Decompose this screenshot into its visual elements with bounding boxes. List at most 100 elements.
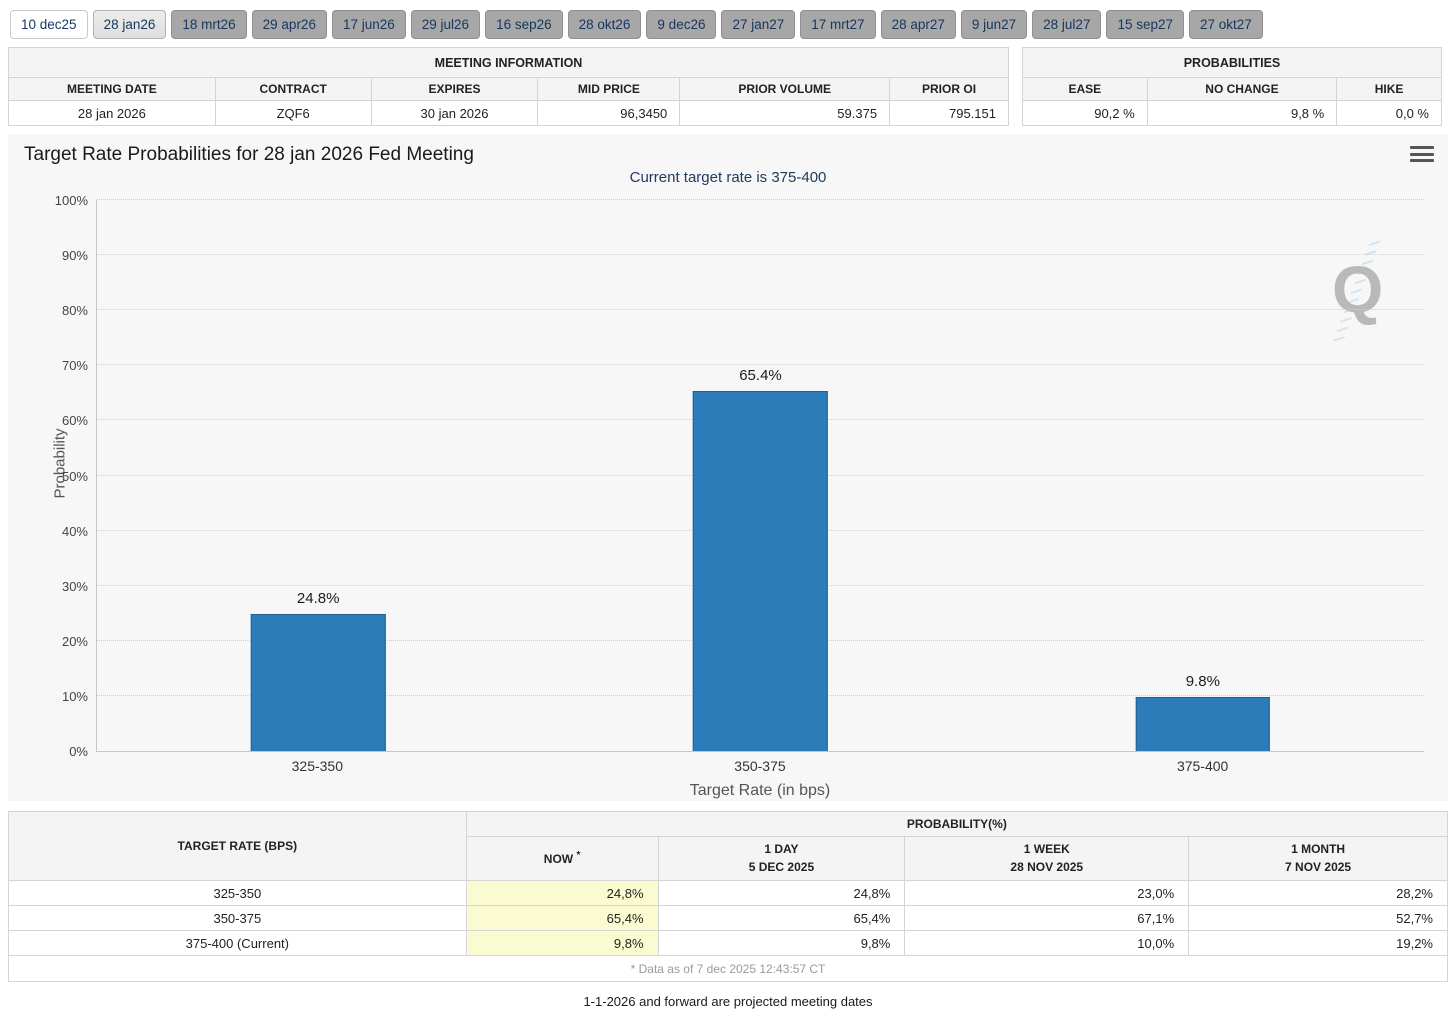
col-now: NOW * — [465, 836, 659, 881]
week-325-350: 23,0% — [904, 880, 1190, 906]
table-row: 325-350 24,8% 24,8% 23,0% 28,2% — [8, 880, 1448, 906]
col-meeting-date: MEETING DATE — [8, 77, 216, 101]
day-375-400: 9,8% — [657, 930, 906, 956]
meeting-date-value: 28 jan 2026 — [8, 100, 216, 126]
tab-15-sep27[interactable]: 15 sep27 — [1106, 10, 1185, 39]
tab-28-okt26[interactable]: 28 okt26 — [567, 10, 642, 39]
week-350-375: 67,1% — [904, 905, 1190, 931]
bar-350-375[interactable] — [693, 390, 828, 751]
now-325-350: 24,8% — [465, 880, 659, 906]
chart-context-menu-icon[interactable] — [1410, 144, 1434, 162]
contract-value: ZQF6 — [214, 100, 372, 126]
y-axis-tick-label: 80% — [61, 303, 88, 319]
y-axis-tick-label: 30% — [61, 578, 88, 594]
tab-29-apr26[interactable]: 29 apr26 — [251, 10, 327, 39]
col-1-month: 1 MONTH 7 NOV 2025 — [1188, 836, 1448, 881]
tab-17-jun26[interactable]: 17 jun26 — [331, 10, 406, 39]
week-375-400: 10,0% — [904, 930, 1190, 956]
target-rate-chart-panel: Target Rate Probabilities for 28 jan 202… — [8, 134, 1448, 801]
bar-375-400[interactable] — [1135, 697, 1271, 751]
history-sub-header-row: NOW * 1 DAY 5 DEC 2025 1 WEEK 28 NOV 2025 … — [9, 836, 1448, 881]
category-slot: 9.8% — [982, 200, 1424, 751]
chart-plot-area: Probability Q 0% 10% 20% 30% 40% 50% 60% 70% 80%… — [52, 193, 1424, 759]
y-axis-tick-label: 40% — [61, 523, 88, 539]
tab-28-apr27[interactable]: 28 apr27 — [880, 10, 956, 39]
probabilities-header-row: EASE NO CHANGE HIKE — [1022, 77, 1442, 101]
col-no-change: NO CHANGE — [1146, 77, 1338, 101]
y-axis-title: Probability — [51, 427, 69, 499]
col-mid-price: MID PRICE — [537, 77, 681, 101]
month-325-350: 28,2% — [1188, 880, 1448, 906]
meeting-date-tabbar: 10 dec25 28 jan26 18 mrt26 29 apr26 17 j… — [8, 8, 1448, 47]
now-350-375: 65,4% — [465, 905, 659, 931]
gridline — [97, 254, 1424, 256]
col-prior-volume: PRIOR VOLUME — [679, 77, 891, 101]
table-row: 350-375 65,4% 65,4% 67,1% 52,7% — [8, 905, 1448, 931]
x-axis-title: Target Rate (in bps) — [689, 782, 831, 799]
tab-17-mrt27[interactable]: 17 mrt27 — [800, 10, 876, 39]
meeting-info-value-row: 28 jan 2026 ZQF6 30 jan 2026 96,3450 59.… — [8, 100, 1009, 126]
target-rate-325-350: 325-350 — [8, 880, 467, 906]
y-axis-tick-label: 90% — [61, 248, 88, 264]
meeting-info-title: MEETING INFORMATION — [8, 47, 1009, 78]
data-as-of-footnote: * Data as of 7 dec 2025 12:43:57 CT — [8, 955, 1448, 982]
now-375-400: 9,8% — [465, 930, 659, 956]
bar-325-350[interactable] — [250, 614, 386, 751]
probabilities-title: PROBABILITIES — [1022, 47, 1442, 78]
tab-9-jun27[interactable]: 9 jun27 — [960, 10, 1028, 39]
tab-18-mrt26[interactable]: 18 mrt26 — [171, 10, 247, 39]
chart-title: Target Rate Probabilities for 28 jan 202… — [24, 144, 474, 165]
prior-oi-value: 795.151 — [889, 100, 1009, 126]
table-row: 375-400 (Current) 9,8% 9,8% 10,0% 19,2% — [8, 930, 1448, 956]
category-slot: 65.4% — [539, 200, 981, 751]
x-axis-tick-label: 375-400 — [1176, 758, 1229, 774]
category-slot: 24.8% — [97, 200, 539, 751]
ease-value: 90,2 % — [1022, 100, 1148, 126]
gridline — [97, 309, 1424, 311]
probabilities-summary-table: PROBABILITIES EASE NO CHANGE HIKE 90,2 %… — [1022, 47, 1442, 126]
probability-group-header: PROBABILITY(%) — [465, 811, 1449, 837]
y-axis-tick-label: 20% — [61, 633, 88, 649]
hike-value: 0,0 % — [1336, 100, 1442, 126]
bar-data-label: 65.4% — [739, 366, 782, 384]
tab-10-dec25[interactable]: 10 dec25 — [10, 10, 88, 39]
y-axis-tick-label: 100% — [54, 193, 88, 208]
x-axis-labels: 325-350 350-375 375-400 — [96, 758, 1424, 778]
tab-27-okt27[interactable]: 27 okt27 — [1189, 10, 1263, 39]
gridline — [97, 364, 1424, 366]
probability-history-table: TARGET RATE (BPS) PROBABILITY(%) NOW * 1… — [8, 811, 1449, 982]
tab-16-sep26[interactable]: 16 sep26 — [485, 10, 563, 39]
y-axis-tick-label: 70% — [61, 358, 88, 374]
bar-data-label: 9.8% — [1185, 673, 1220, 691]
no-change-value: 9,8 % — [1146, 100, 1338, 126]
meeting-info-header-row: MEETING DATE CONTRACT EXPIRES MID PRICE … — [8, 77, 1009, 101]
tab-28-jul27[interactable]: 28 jul27 — [1032, 10, 1102, 39]
col-1-week: 1 WEEK 28 NOV 2025 — [904, 836, 1190, 881]
col-prior-oi: PRIOR OI — [889, 77, 1009, 101]
col-ease: EASE — [1022, 77, 1148, 101]
tab-28-jan26[interactable]: 28 jan26 — [92, 10, 167, 39]
day-325-350: 24,8% — [657, 880, 906, 906]
col-hike: HIKE — [1336, 77, 1442, 101]
expires-value: 30 jan 2026 — [370, 100, 539, 126]
target-rate-375-400: 375-400 (Current) — [8, 930, 467, 956]
summary-tables: MEETING INFORMATION MEETING DATE CONTRAC… — [8, 47, 1448, 126]
bar-data-label: 24.8% — [296, 590, 340, 608]
x-axis-tick-label: 350-375 — [734, 758, 786, 774]
gridline — [97, 199, 1424, 200]
y-axis-tick-label: 10% — [61, 688, 88, 704]
tab-27-jan27[interactable]: 27 jan27 — [721, 10, 796, 39]
probabilities-value-row: 90,2 % 9,8 % 0,0 % — [1022, 100, 1442, 126]
history-group-header-row: TARGET RATE (BPS) PROBABILITY(%) — [8, 811, 1449, 881]
target-rate-350-375: 350-375 — [8, 905, 467, 931]
target-rate-bps-header: TARGET RATE (BPS) — [8, 811, 467, 881]
mid-price-value: 96,3450 — [537, 100, 681, 126]
projected-dates-note: 1-1-2026 and forward are projected meeti… — [583, 994, 873, 1009]
tab-29-jul26[interactable]: 29 jul26 — [410, 10, 481, 39]
y-axis-tick-label: 50% — [61, 468, 88, 484]
col-expires: EXPIRES — [370, 77, 539, 101]
tab-9-dec26[interactable]: 9 dec26 — [646, 10, 717, 39]
month-350-375: 52,7% — [1188, 905, 1448, 931]
col-contract: CONTRACT — [214, 77, 372, 101]
